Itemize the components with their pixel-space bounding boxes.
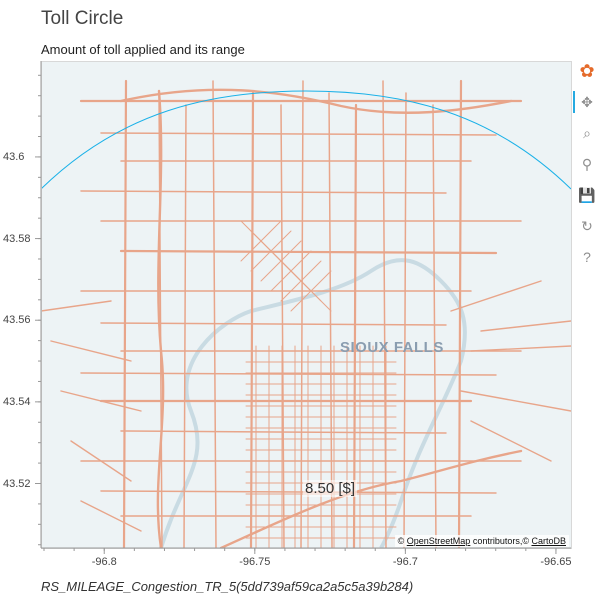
- x-tick-label: -96.75: [239, 556, 271, 568]
- x-tick-label: -96.8: [91, 556, 117, 568]
- city-label: SIOUX FALLS: [340, 339, 444, 356]
- chart-title: Toll Circle: [41, 8, 124, 29]
- y-tick-label: 43.58: [3, 232, 31, 245]
- y-tick-label: 43.56: [3, 314, 31, 327]
- y-tick-label: 43.6: [3, 150, 25, 163]
- help-tool-icon[interactable]: ?: [583, 249, 591, 265]
- map-attribution: © OpenStreetMap contributors,© CartoDB: [394, 535, 569, 547]
- x-tick-label: -96.7: [392, 556, 418, 568]
- pan-tool-icon[interactable]: ✥: [573, 91, 598, 113]
- cartodb-link[interactable]: CartoDB: [531, 536, 566, 546]
- chart-subtitle: Amount of toll applied and its range: [41, 42, 245, 57]
- x-tick-label: -96.65: [540, 556, 572, 568]
- save-tool-icon[interactable]: 💾: [578, 187, 596, 203]
- openstreetmap-link[interactable]: OpenStreetMap: [406, 536, 471, 546]
- toll-circle-boundary: [41, 90, 571, 190]
- wheel-zoom-tool-icon[interactable]: ⚲: [581, 156, 593, 172]
- bokeh-logo-icon: ✿: [579, 61, 595, 81]
- scenario-footer: RS_MILEAGE_Congestion_TR_5(5dd739af59ca2…: [41, 579, 414, 594]
- reset-tool-icon[interactable]: ↻: [581, 218, 593, 234]
- y-tick-label: 43.54: [3, 395, 31, 408]
- map-canvas: [41, 61, 571, 548]
- y-tick-label: 43.52: [3, 477, 31, 490]
- toolbar: ✿ ✥ ⌕ ⚲ 💾 ↻?: [573, 60, 600, 277]
- map-plot-area[interactable]: SIOUX FALLS 8.50 [$] © OpenStreetMap con…: [41, 61, 571, 548]
- road-network: [41, 79, 571, 548]
- box-zoom-tool-icon[interactable]: ⌕: [583, 125, 591, 141]
- toll-amount-label: 8.50 [$]: [303, 480, 358, 497]
